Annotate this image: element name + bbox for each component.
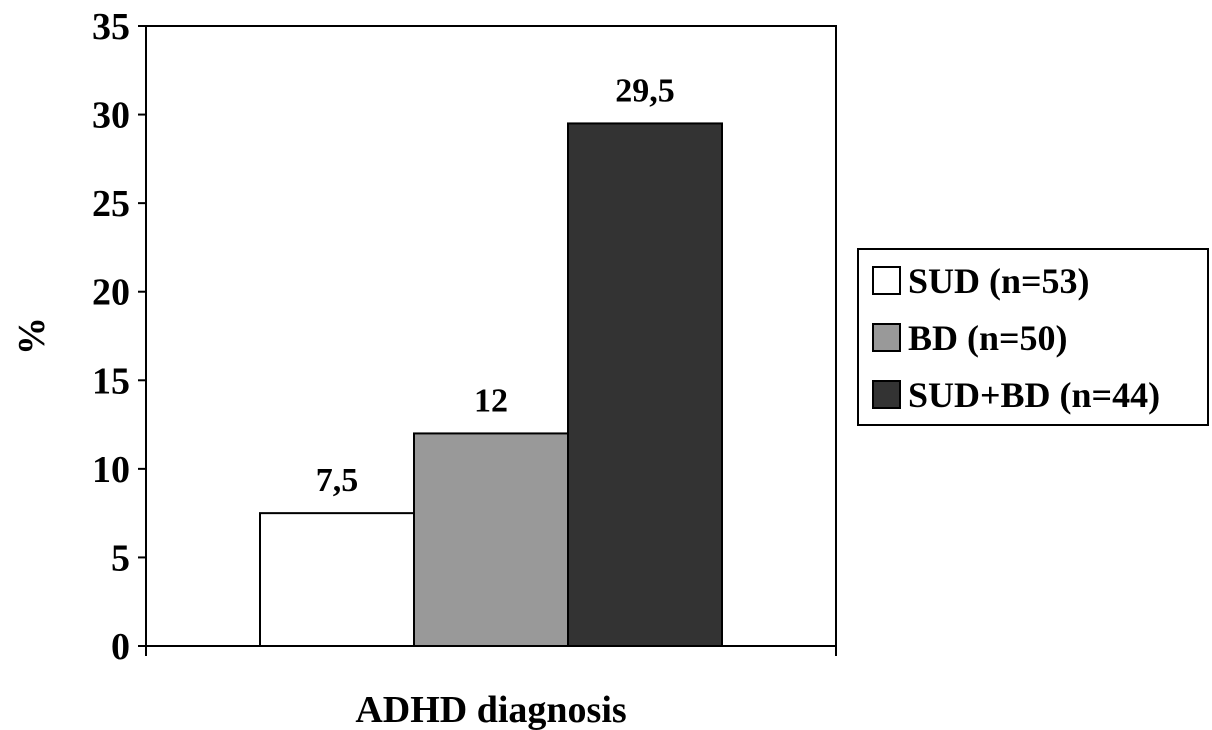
y-tick-label: 35 <box>92 6 130 48</box>
bar-series-group <box>259 122 723 648</box>
legend-label-1: SUD (n=53) <box>908 261 1090 301</box>
y-tick-label: 25 <box>92 183 130 225</box>
data-labels-group: 7,5 12 29,5 <box>316 72 675 499</box>
y-tick-label: 5 <box>111 537 130 579</box>
legend-swatch-1 <box>872 266 901 295</box>
y-tick-label: 15 <box>92 360 130 402</box>
legend-label-2: BD (n=50) <box>908 318 1068 358</box>
bar-3 <box>567 122 723 647</box>
bar-2 <box>413 432 569 647</box>
x-axis <box>145 646 837 656</box>
bar-1 <box>259 512 415 648</box>
y-axis-title: % <box>11 317 53 355</box>
legend-box <box>857 248 1209 426</box>
data-label-1: 7,5 <box>316 462 359 499</box>
y-tick-label: 0 <box>111 626 130 668</box>
y-axis: 0 5 10 15 20 25 30 35 <box>92 6 146 668</box>
x-axis-title: ADHD diagnosis <box>355 689 626 730</box>
y-tick-label: 30 <box>92 95 130 137</box>
legend: SUD (n=53) BD (n=50) SUD+BD (n=44) <box>857 248 1209 426</box>
data-label-3: 29,5 <box>615 72 675 109</box>
y-tick-label: 20 <box>92 272 130 314</box>
legend-label-3: SUD+BD (n=44) <box>908 375 1160 415</box>
legend-swatch-2 <box>872 323 901 352</box>
y-tick-label: 10 <box>92 449 130 491</box>
legend-swatch-3 <box>872 380 901 409</box>
data-label-2: 12 <box>474 382 508 419</box>
